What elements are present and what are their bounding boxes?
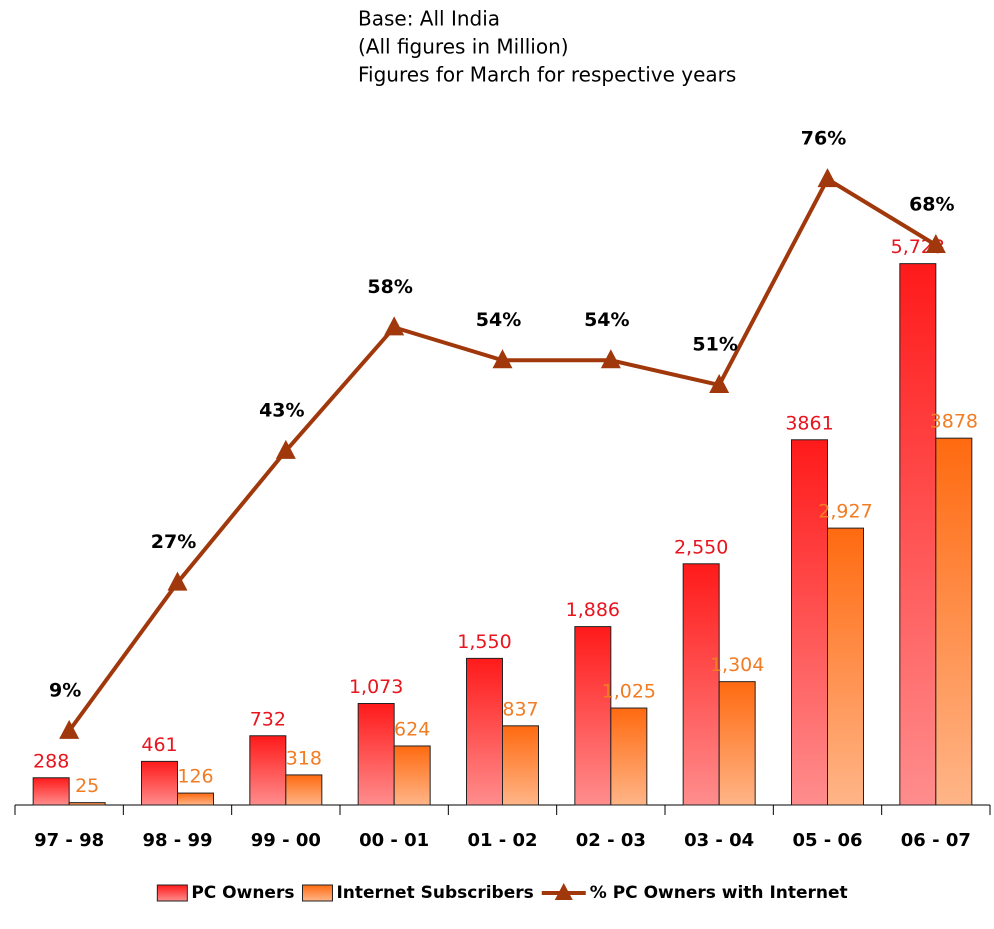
line-marker: [59, 719, 80, 739]
line-marker: [709, 374, 730, 393]
bar: [574, 626, 612, 806]
bar-value-label: 126: [177, 766, 213, 788]
x-tick-label: 01 - 02: [467, 830, 537, 851]
x-tick-label: 06 - 07: [901, 830, 971, 851]
note: Base: All India: [358, 7, 500, 31]
bar: [141, 760, 178, 806]
line-marker: [167, 571, 188, 591]
line-value-label: 58%: [367, 276, 412, 298]
bar: [610, 707, 648, 806]
bar: [249, 735, 287, 806]
bar-value-label: 732: [250, 708, 286, 730]
line-value-label: 51%: [692, 334, 737, 356]
bar-value-label: 3878: [930, 411, 978, 433]
x-tick-label: 02 - 03: [576, 830, 646, 851]
x-tick-label: 99 - 00: [251, 830, 321, 851]
bar-value-label: 25: [75, 775, 99, 797]
bar: [393, 745, 431, 806]
bar-value-label: 1,550: [457, 631, 511, 653]
line-value-label: 54%: [476, 309, 521, 331]
line-value-label: 54%: [584, 309, 629, 331]
bar-value-label: 1,025: [602, 681, 656, 703]
x-tick-label: 03 - 04: [684, 830, 754, 851]
bar-value-label: 1,304: [710, 654, 764, 676]
x-tick-label: 97 - 98: [34, 830, 104, 851]
legend: PC Owners Internet Subscribers % PC Owners…: [156, 883, 848, 903]
legend-label: % PC Owners with Internet: [590, 883, 848, 903]
x-tick-label: 05 - 06: [792, 830, 862, 851]
line-marker: [600, 349, 621, 369]
bar-value-label: 2,550: [674, 536, 728, 558]
bar: [68, 802, 106, 806]
legend-label: PC Owners: [191, 883, 294, 903]
bar-value-label: 2,927: [818, 501, 872, 523]
note: Figures for March for respective years: [358, 63, 736, 87]
bar: [827, 527, 864, 806]
bar-value-label: 461: [141, 734, 177, 756]
bar-value-label: 1,073: [349, 676, 403, 698]
bar-value-label: 288: [33, 750, 69, 772]
bar: [718, 681, 756, 806]
legend-label: Internet Subscribers: [336, 883, 533, 903]
bar: [935, 437, 973, 806]
bar: [899, 263, 937, 806]
bar-value-label: 624: [394, 718, 430, 740]
bar-value-label: 1,886: [566, 599, 620, 621]
bar: [357, 703, 395, 806]
x-tick-label: 00 - 01: [359, 830, 429, 851]
line-value-label: 68%: [909, 194, 954, 216]
bar: [285, 774, 323, 806]
line-marker: [384, 316, 405, 336]
x-tick-label: 98 - 99: [142, 830, 212, 851]
line-value-label: 27%: [151, 531, 196, 553]
bar-value-label: 3861: [785, 412, 833, 434]
legend-marker: [554, 883, 573, 900]
note: (All figures in Million): [358, 35, 569, 59]
bar: [32, 777, 70, 806]
bar: [682, 563, 720, 806]
line-value-label: 76%: [801, 128, 846, 150]
line-value-label: 9%: [49, 679, 81, 701]
legend-swatch: [156, 884, 188, 902]
line-marker: [817, 168, 838, 188]
line-marker: [275, 439, 296, 459]
line-value-label: 43%: [259, 399, 304, 421]
bar: [466, 657, 503, 806]
bar: [177, 792, 214, 806]
bar-value-label: 837: [502, 698, 538, 720]
bar: [791, 439, 828, 806]
bar: [502, 725, 539, 806]
line-marker: [925, 234, 946, 253]
legend-swatch: [301, 884, 333, 902]
line-marker: [492, 349, 513, 369]
bar-value-label: 318: [286, 747, 322, 769]
